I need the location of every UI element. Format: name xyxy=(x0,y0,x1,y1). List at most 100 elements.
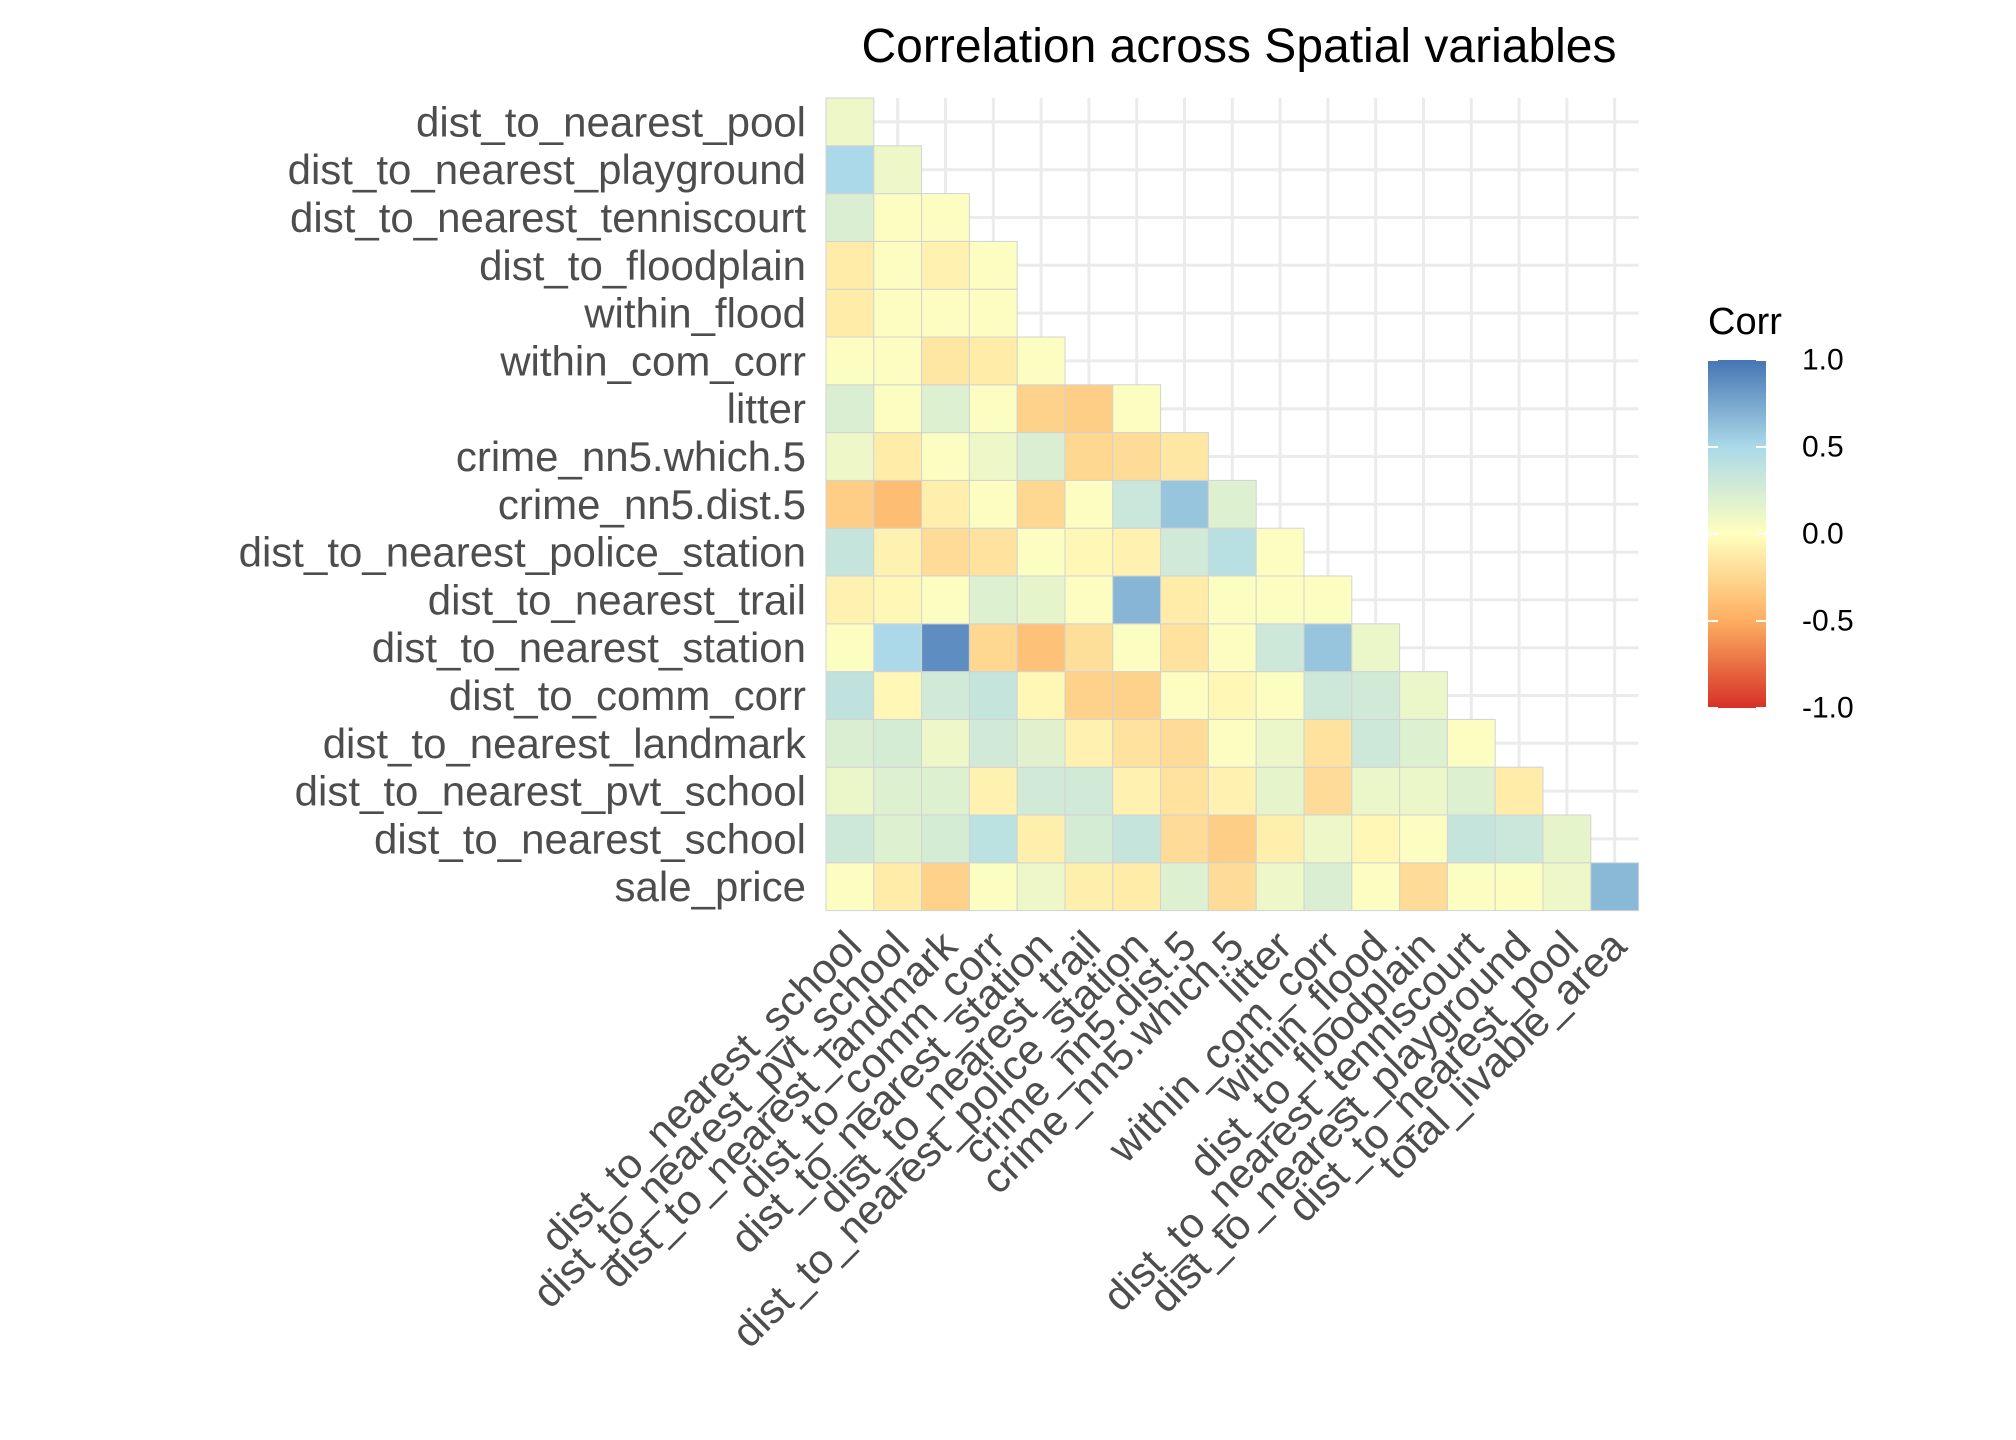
y-tick-labels: sale_pricedist_to_nearest_schooldist_to_… xyxy=(239,98,807,910)
heatmap-cell xyxy=(1446,718,1496,768)
y-tick-label: dist_to_nearest_pool xyxy=(416,98,806,145)
legend-tick-label: 1.0 xyxy=(1802,344,1844,377)
heatmap-cell xyxy=(1016,671,1066,720)
heatmap-cell xyxy=(921,432,970,481)
heatmap-cell xyxy=(921,862,970,912)
heatmap-cell xyxy=(1303,718,1353,768)
heatmap-cell xyxy=(921,766,970,816)
heatmap-cell xyxy=(1255,814,1305,864)
heatmap-cell xyxy=(1016,384,1066,434)
heatmap-cell xyxy=(968,671,1018,720)
heatmap-cell xyxy=(1112,862,1162,912)
heatmap-cell xyxy=(1399,814,1448,864)
heatmap-cell xyxy=(1351,766,1401,816)
heatmap-cell xyxy=(1016,766,1066,816)
heatmap-cell xyxy=(873,671,923,720)
heatmap-cell xyxy=(968,623,1018,673)
heatmap-cell xyxy=(1160,575,1209,625)
legend-tick-label: -1.0 xyxy=(1802,692,1854,725)
y-tick-label: sale_price xyxy=(615,863,806,910)
heatmap-cell xyxy=(873,575,923,625)
legend: Corr 1.0 0.5 0.0 -0.5 -1.0 xyxy=(1708,301,1854,725)
heatmap-cell xyxy=(1016,432,1066,481)
heatmap-cell xyxy=(825,432,875,481)
heatmap-cell xyxy=(873,766,923,816)
heatmap-cell xyxy=(1494,766,1544,816)
heatmap-cell xyxy=(1016,575,1066,625)
y-tick-label: dist_to_nearest_playground xyxy=(288,146,806,193)
heatmap-cell xyxy=(1112,766,1162,816)
heatmap-cell xyxy=(1255,766,1305,816)
heatmap-cell xyxy=(1207,814,1257,864)
heatmap-cell xyxy=(1207,623,1257,673)
heatmap-cell xyxy=(1590,862,1640,912)
heatmap-cell xyxy=(921,671,970,720)
heatmap-cell xyxy=(825,671,875,720)
heatmap-cell xyxy=(1303,766,1353,816)
heatmap-cell xyxy=(1064,575,1114,625)
y-tick-label: dist_to_nearest_police_station xyxy=(239,529,806,576)
heatmap-cell xyxy=(1255,575,1305,625)
y-tick-label: dist_to_nearest_trail xyxy=(428,576,806,623)
legend-tick-label: -0.5 xyxy=(1802,605,1854,638)
heatmap-cell xyxy=(825,479,875,529)
heatmap-cell xyxy=(1446,814,1496,864)
heatmap-cell xyxy=(873,718,923,768)
heatmap-cell xyxy=(873,336,923,386)
heatmap-cell xyxy=(1351,718,1401,768)
heatmap-cell xyxy=(1542,814,1592,864)
heatmap-cell xyxy=(921,384,970,434)
heatmap-cell xyxy=(1160,671,1209,720)
heatmap-cell xyxy=(1064,623,1114,673)
heatmap-cell xyxy=(1351,814,1401,864)
heatmap-cell xyxy=(921,718,970,768)
heatmap-cell xyxy=(921,527,970,577)
heatmap-cell xyxy=(825,97,875,147)
heatmap-cell xyxy=(825,814,875,864)
heatmap-cell xyxy=(1112,575,1162,625)
heatmap-cell xyxy=(1160,718,1209,768)
heatmap-cell xyxy=(873,288,923,338)
y-tick-label: dist_to_floodplain xyxy=(479,242,806,289)
heatmap-cell xyxy=(1255,718,1305,768)
heatmap-cell xyxy=(1064,671,1114,720)
heatmap-cell xyxy=(1064,718,1114,768)
heatmap-cell xyxy=(1255,671,1305,720)
x-tick-labels: dist_to_nearest_schooldist_to_nearest_pv… xyxy=(523,921,1635,1356)
heatmap-cell xyxy=(968,384,1018,434)
heatmap-cell xyxy=(1160,623,1209,673)
heatmap-cell xyxy=(1303,862,1353,912)
heatmap-cell xyxy=(873,623,923,673)
heatmap-cell xyxy=(825,193,875,242)
y-tick-label: within_com_corr xyxy=(499,337,806,384)
heatmap-cell xyxy=(1112,479,1162,529)
y-tick-label: dist_to_nearest_tenniscourt xyxy=(290,194,806,241)
heatmap-cell xyxy=(1446,766,1496,816)
heatmap-cell xyxy=(1016,479,1066,529)
y-tick-label: dist_to_comm_corr xyxy=(449,672,806,719)
heatmap-cell xyxy=(1351,862,1401,912)
heatmap-cell xyxy=(873,862,923,912)
heatmap-cell xyxy=(968,432,1018,481)
heatmap-cell xyxy=(1351,623,1401,673)
y-tick-label: dist_to_nearest_landmark xyxy=(323,720,807,767)
heatmap-cell xyxy=(873,384,923,434)
heatmap-cell xyxy=(1160,527,1209,577)
heatmap-cell xyxy=(825,575,875,625)
heatmap-cell xyxy=(1160,766,1209,816)
heatmap-cell xyxy=(921,240,970,290)
heatmap-cell xyxy=(921,479,970,529)
heatmap-cell xyxy=(1064,814,1114,864)
heatmap-cell xyxy=(921,575,970,625)
heatmap-cell xyxy=(1160,814,1209,864)
legend-title: Corr xyxy=(1708,301,1782,343)
heatmap-cell xyxy=(1064,384,1114,434)
heatmap-cell xyxy=(1160,479,1209,529)
heatmap-cell xyxy=(1303,671,1353,720)
heatmap-cell xyxy=(1064,432,1114,481)
heatmap-cell xyxy=(1399,766,1448,816)
heatmap-cell xyxy=(1016,623,1066,673)
heatmap-cell xyxy=(1064,527,1114,577)
y-tick-label: dist_to_nearest_station xyxy=(372,624,806,671)
heatmap-cell xyxy=(825,336,875,386)
